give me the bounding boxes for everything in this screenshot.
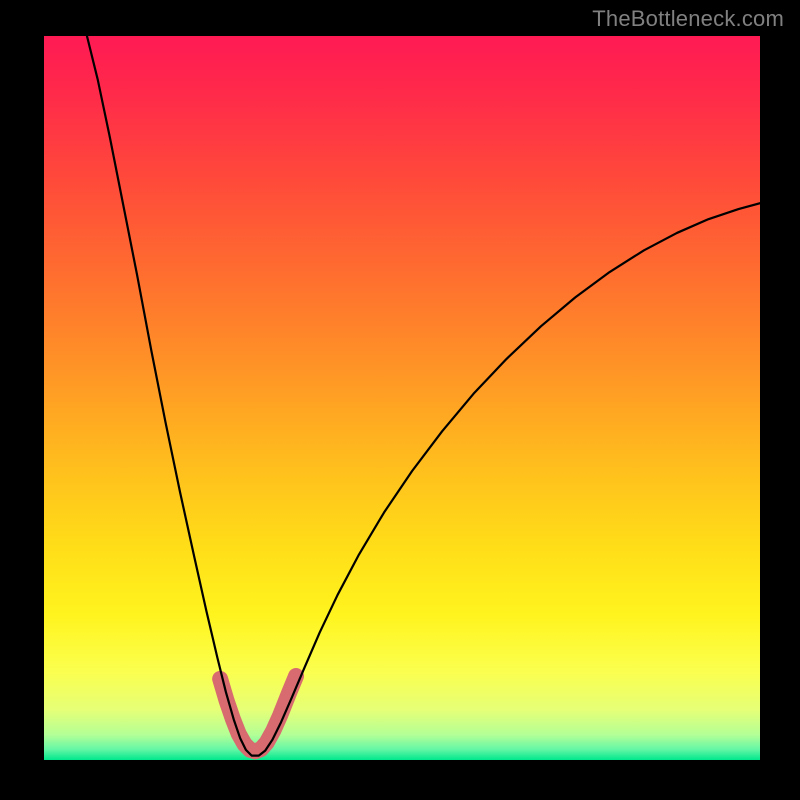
plot-area [44,36,760,760]
plot-svg [44,36,760,760]
watermark-text: TheBottleneck.com [592,6,784,32]
plot-background [44,36,760,760]
